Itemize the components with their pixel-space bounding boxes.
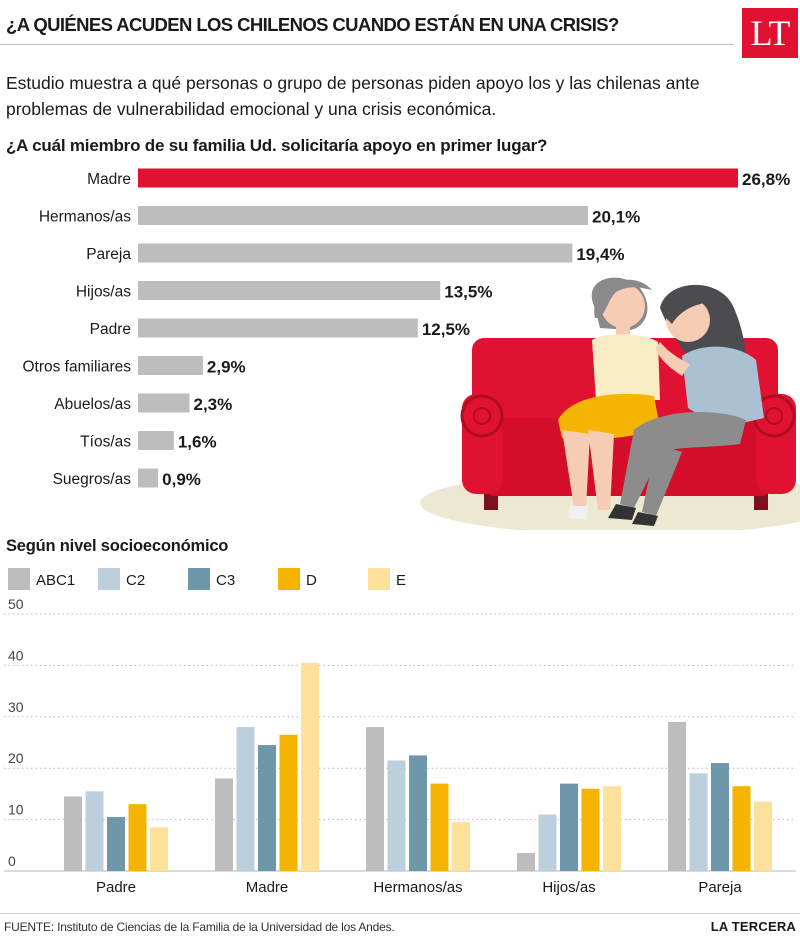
category-label: Padre — [90, 321, 131, 338]
bar — [409, 755, 427, 871]
source-note: FUENTE: Instituto de Ciencias de la Fami… — [4, 920, 395, 934]
bar — [560, 783, 578, 871]
x-tick-label: Padre — [96, 879, 136, 896]
legend-swatch — [98, 568, 120, 590]
value-label: 2,9% — [207, 358, 246, 377]
socioeconomic-chart-title: Según nivel socioeconómico — [6, 537, 229, 555]
bar — [128, 804, 147, 871]
family-support-bar-chart: Madre 26,8% Hermanos/as 20,1% Pareja 19,4% Hij… — [22, 168, 790, 489]
legend-swatch — [8, 568, 30, 590]
value-label: 2,3% — [193, 395, 232, 414]
category-label: Suegros/as — [53, 471, 132, 488]
y-tick-label: 30 — [8, 699, 24, 715]
y-tick-label: 40 — [8, 647, 24, 663]
lede-paragraph: Estudio muestra a qué personas o grupo d… — [6, 73, 700, 119]
legend-swatch — [368, 568, 390, 590]
category-label: Otros familiares — [22, 359, 131, 376]
legend-label: C3 — [216, 572, 235, 589]
bar — [538, 814, 557, 871]
bar — [150, 827, 168, 871]
legend-label: C2 — [126, 572, 145, 589]
headline: ¿A QUIÉNES ACUDEN LOS CHILENOS CUANDO ES… — [6, 14, 619, 35]
category-label: Madre — [87, 171, 131, 188]
bar — [85, 791, 104, 871]
bar — [603, 786, 621, 871]
bar — [517, 853, 535, 871]
y-tick-label: 20 — [8, 750, 24, 766]
value-label: 26,8% — [742, 170, 790, 189]
category-label: Hijos/as — [76, 284, 131, 301]
legend-label: ABC1 — [36, 572, 75, 589]
brand-name: LA TERCERA — [710, 919, 796, 934]
bar — [138, 468, 159, 488]
value-label: 19,4% — [576, 245, 624, 264]
legend-swatch — [278, 568, 300, 590]
bar — [138, 318, 418, 338]
x-tick-label: Hermanos/as — [373, 879, 462, 896]
woman-left-shape — [558, 277, 660, 520]
bar — [215, 778, 233, 871]
bar — [754, 801, 772, 871]
bar — [138, 281, 441, 300]
value-label: 0,9% — [162, 470, 201, 489]
la-tercera-logo: LT — [742, 8, 798, 58]
bar — [138, 168, 738, 188]
bar — [138, 206, 588, 225]
bar — [732, 786, 751, 871]
category-label: Tíos/as — [80, 434, 131, 451]
y-tick-label: 0 — [8, 853, 16, 869]
bar — [581, 788, 600, 871]
category-label: Hermanos/as — [39, 209, 131, 226]
x-tick-label: Pareja — [698, 879, 742, 896]
value-label: 13,5% — [444, 283, 492, 302]
bar — [107, 817, 125, 871]
socioeconomic-grouped-bar-chart: ABC1 C2 C3 D E 0 10 20 30 40 50 Padre Madre Hermanos/… — [4, 568, 796, 896]
x-tick-label: Hijos/as — [542, 879, 595, 896]
bar — [236, 727, 255, 871]
legend-swatch — [188, 568, 210, 590]
bar — [138, 431, 174, 450]
footer-divider — [0, 913, 800, 914]
value-label: 20,1% — [592, 208, 640, 227]
bar — [366, 727, 384, 871]
y-tick-label: 10 — [8, 802, 24, 818]
x-tick-label: Madre — [246, 879, 289, 896]
value-label: 12,5% — [422, 320, 470, 339]
bar — [430, 783, 449, 871]
bar — [138, 243, 573, 263]
bar — [64, 796, 82, 871]
woman-right-shape — [608, 284, 764, 526]
y-tick-label: 50 — [8, 596, 24, 612]
header-divider — [0, 44, 734, 45]
category-label: Pareja — [86, 246, 131, 263]
two-women-on-red-sofa-illustration — [420, 277, 800, 530]
bar — [138, 393, 190, 413]
legend-label: D — [306, 572, 317, 589]
bar — [387, 760, 406, 871]
bar — [452, 822, 470, 871]
category-label: Abuelos/as — [54, 396, 131, 413]
bar — [258, 745, 276, 871]
family-chart-title: ¿A cuál miembro de su familia Ud. solici… — [6, 136, 548, 155]
bar — [689, 773, 708, 871]
bar — [301, 662, 319, 871]
bar — [279, 734, 298, 871]
bar — [711, 763, 729, 871]
bar — [668, 721, 686, 871]
bar — [138, 356, 203, 375]
value-label: 1,6% — [178, 433, 217, 452]
legend-label: E — [396, 572, 406, 589]
